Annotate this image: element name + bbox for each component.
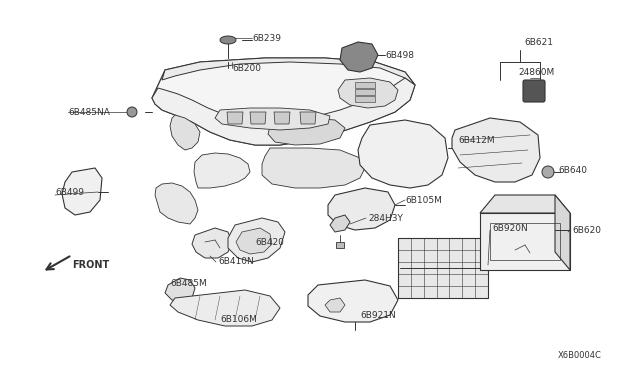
Ellipse shape — [220, 36, 236, 44]
Polygon shape — [480, 213, 570, 270]
Polygon shape — [308, 280, 398, 322]
Polygon shape — [452, 118, 540, 182]
Text: 24860M: 24860M — [518, 67, 554, 77]
Polygon shape — [170, 115, 200, 150]
Polygon shape — [250, 112, 266, 124]
Text: 6B920N: 6B920N — [492, 224, 528, 232]
Polygon shape — [215, 108, 330, 130]
Polygon shape — [338, 78, 398, 108]
Text: 6B620: 6B620 — [572, 225, 601, 234]
Polygon shape — [262, 148, 365, 188]
Polygon shape — [355, 89, 375, 95]
Polygon shape — [170, 290, 280, 326]
Polygon shape — [330, 215, 350, 232]
Polygon shape — [165, 278, 195, 302]
Polygon shape — [274, 112, 290, 124]
Text: 6B200: 6B200 — [232, 64, 261, 73]
Text: 6B420: 6B420 — [255, 237, 284, 247]
Polygon shape — [336, 242, 344, 248]
FancyBboxPatch shape — [523, 80, 545, 102]
Text: 6B106M: 6B106M — [220, 315, 257, 324]
Circle shape — [542, 166, 554, 178]
Polygon shape — [268, 118, 345, 145]
Polygon shape — [162, 58, 415, 85]
Polygon shape — [194, 153, 250, 188]
Text: 6B921N: 6B921N — [360, 311, 396, 321]
Polygon shape — [355, 82, 375, 88]
Polygon shape — [340, 42, 378, 72]
Text: 6B105M: 6B105M — [405, 196, 442, 205]
Text: 6B640: 6B640 — [558, 166, 587, 174]
Polygon shape — [155, 183, 198, 224]
Text: X6B0004C: X6B0004C — [558, 350, 602, 359]
Text: 6B621: 6B621 — [524, 38, 553, 46]
Polygon shape — [555, 195, 570, 270]
Text: 6B410N: 6B410N — [218, 257, 253, 266]
Circle shape — [506, 156, 514, 164]
Polygon shape — [228, 218, 285, 262]
Polygon shape — [325, 298, 345, 312]
Text: 6B485NA: 6B485NA — [68, 108, 110, 116]
Polygon shape — [398, 238, 488, 298]
Polygon shape — [355, 96, 375, 102]
Text: 6B499: 6B499 — [55, 187, 84, 196]
Text: 6B498: 6B498 — [385, 51, 414, 60]
Polygon shape — [152, 78, 415, 145]
Polygon shape — [152, 58, 415, 145]
Text: FRONT: FRONT — [72, 260, 109, 270]
Circle shape — [127, 107, 137, 117]
Polygon shape — [192, 228, 232, 258]
Text: 284H3Y: 284H3Y — [368, 214, 403, 222]
Polygon shape — [328, 188, 395, 230]
Polygon shape — [236, 228, 272, 254]
Polygon shape — [480, 195, 570, 213]
Polygon shape — [358, 120, 448, 188]
Polygon shape — [62, 168, 102, 215]
Polygon shape — [227, 112, 243, 124]
Polygon shape — [300, 112, 316, 124]
Text: 6B412M: 6B412M — [458, 135, 495, 144]
Text: 6B239: 6B239 — [252, 33, 281, 42]
Text: 6B485M: 6B485M — [170, 279, 207, 288]
